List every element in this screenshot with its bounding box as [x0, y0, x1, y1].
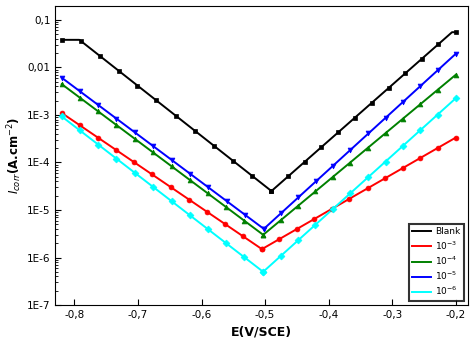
10$^{-5}$: [374, 123, 380, 127]
Line: 10$^{-4}$: 10$^{-4}$: [263, 75, 456, 235]
Blank: [436, 42, 441, 46]
10$^{-4}$: [453, 73, 458, 77]
10$^{-4}$: [374, 138, 380, 142]
Line: 10$^{-3}$: 10$^{-3}$: [262, 138, 456, 249]
10$^{-6}$: [261, 269, 267, 273]
10$^{-5}$: [375, 122, 381, 127]
Line: 10$^{-5}$: 10$^{-5}$: [264, 54, 456, 229]
Blank: [378, 93, 383, 97]
10$^{-3}$: [259, 247, 265, 251]
10$^{-3}$: [374, 181, 380, 185]
Blank: [424, 52, 429, 56]
10$^{-5}$: [378, 120, 384, 124]
10$^{-6}$: [260, 270, 266, 274]
10$^{-6}$: [453, 96, 458, 100]
10$^{-3}$: [453, 136, 458, 140]
10$^{-6}$: [374, 167, 380, 171]
10$^{-4}$: [435, 88, 440, 92]
Line: 10$^{-6}$: 10$^{-6}$: [263, 98, 456, 272]
10$^{-4}$: [261, 232, 267, 236]
Line: Blank: Blank: [272, 32, 456, 191]
10$^{-3}$: [422, 153, 428, 157]
Blank: [378, 93, 384, 97]
10$^{-5}$: [261, 227, 267, 231]
10$^{-5}$: [435, 68, 441, 72]
10$^{-3}$: [435, 146, 440, 150]
10$^{-4}$: [378, 135, 384, 139]
10$^{-5}$: [423, 79, 428, 83]
Legend: Blank, 10$^{-3}$, 10$^{-4}$, 10$^{-5}$, 10$^{-6}$: Blank, 10$^{-3}$, 10$^{-4}$, 10$^{-5}$, …: [409, 224, 464, 301]
10$^{-4}$: [375, 138, 381, 142]
10$^{-6}$: [423, 123, 428, 128]
X-axis label: E(V/SCE): E(V/SCE): [231, 325, 292, 338]
10$^{-6}$: [375, 166, 381, 171]
10$^{-3}$: [374, 181, 380, 185]
Blank: [269, 189, 275, 193]
Blank: [449, 30, 455, 34]
Blank: [453, 30, 458, 34]
10$^{-5}$: [262, 226, 267, 230]
Blank: [382, 90, 387, 94]
10$^{-4}$: [423, 98, 428, 102]
10$^{-6}$: [435, 112, 440, 117]
Y-axis label: $I_{corr}$(A.cm$^{-2}$): $I_{corr}$(A.cm$^{-2}$): [6, 117, 24, 194]
10$^{-5}$: [453, 52, 458, 56]
10$^{-6}$: [378, 163, 384, 168]
Blank: [269, 189, 274, 193]
10$^{-3}$: [260, 247, 265, 251]
10$^{-4}$: [260, 233, 266, 237]
10$^{-3}$: [378, 179, 383, 183]
